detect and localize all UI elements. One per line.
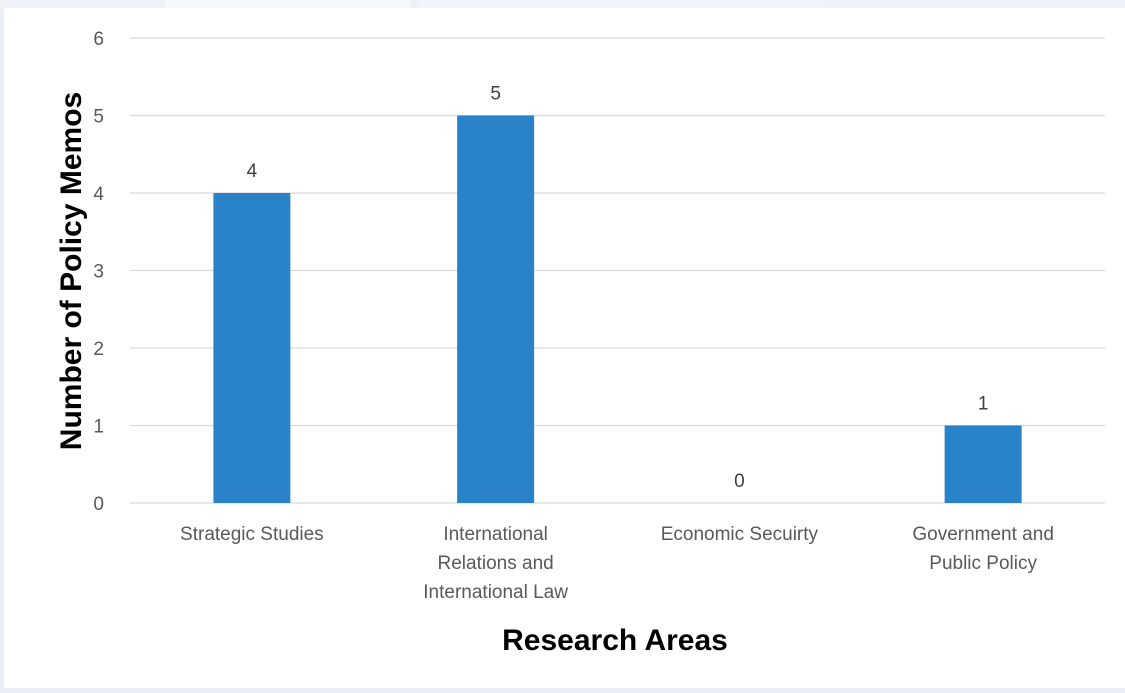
window-tab (165, 0, 410, 8)
bar (213, 193, 291, 503)
bars (213, 115, 1022, 503)
y-tick-label: 4 (93, 184, 104, 205)
bar (944, 425, 1022, 503)
data-label: 1 (978, 394, 989, 415)
data-label: 0 (734, 471, 745, 492)
category-label: Strategic Studies (180, 524, 324, 545)
window-tab (420, 0, 825, 8)
y-axis-ticks: 0 1 2 3 4 5 6 (93, 29, 104, 515)
y-tick-label: 3 (93, 262, 104, 283)
window-top-strip (0, 0, 1125, 10)
y-tick-label: 0 (93, 494, 104, 515)
x-axis-title: Research Areas (502, 624, 728, 657)
gridlines (130, 37, 1105, 504)
y-axis-title: Number of Policy Memos (55, 92, 88, 450)
bar (457, 115, 535, 503)
y-tick-label: 2 (93, 339, 104, 360)
category-label: Government and Public Policy (912, 524, 1054, 574)
x-axis-categories: Strategic Studies International Relations … (180, 524, 1054, 603)
category-label: Economic Secuirty (661, 524, 819, 545)
data-label: 5 (490, 84, 501, 105)
bar-chart: 0 1 2 3 4 5 6 4 5 0 1 Strategic Studies Internatio… (55, 29, 1105, 657)
y-tick-label: 1 (93, 417, 104, 438)
data-labels: 4 5 0 1 (247, 84, 989, 493)
data-label: 4 (247, 161, 258, 182)
y-tick-label: 5 (93, 107, 104, 128)
chart-panel: 0 1 2 3 4 5 6 4 5 0 1 Strategic Studies Internatio… (4, 8, 1125, 688)
category-label: International Relations and International … (423, 524, 568, 603)
y-tick-label: 6 (93, 29, 104, 50)
